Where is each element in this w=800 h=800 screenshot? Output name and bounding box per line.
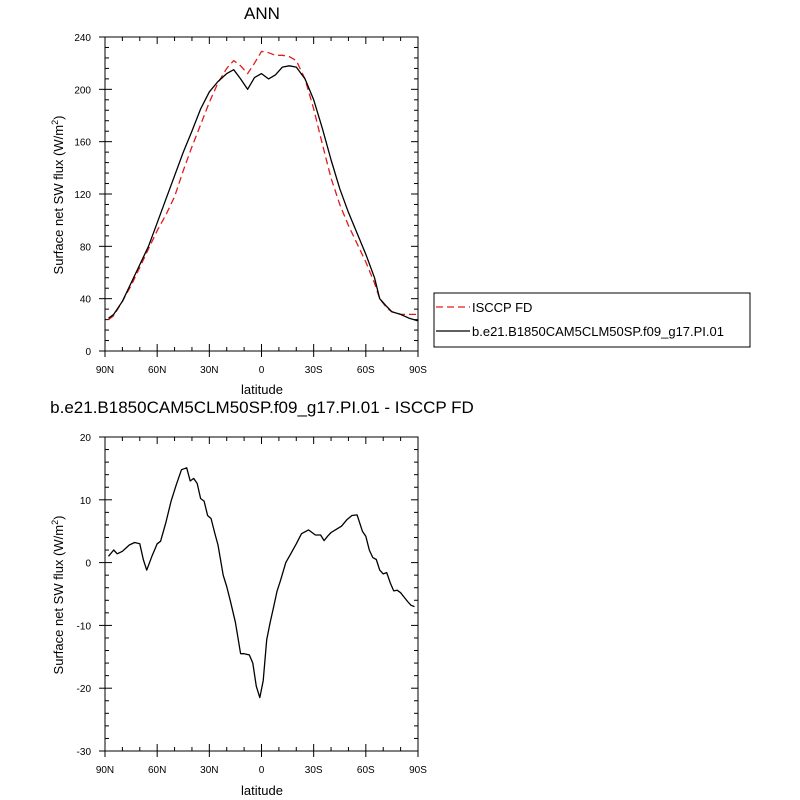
top-tick-labels: 90N 60N 30N 0 30S 60S 90S 0 40 80 120 160 200 240 — [74, 33, 427, 376]
x-tick-label: 60S — [357, 365, 375, 376]
x-tick-label: 90N — [96, 765, 114, 776]
y-tick-label: -10 — [77, 621, 92, 632]
y-tick-label: 0 — [85, 347, 91, 358]
x-tick-label: 90S — [409, 365, 427, 376]
y-tick-label: 40 — [80, 295, 92, 306]
x-tick-label: 0 — [259, 365, 265, 376]
panel-top: ANN 90N 60N 30N 0 30S 60S 90S 0 40 80 120 160 200 240… — [50, 4, 751, 397]
top-y-axis-label-end: ) — [51, 116, 66, 120]
bottom-tick-labels: 90N 60N 30N 0 30S 60S 90S -30 -20 -10 0 10 20 — [77, 433, 428, 776]
top-plot-frame — [104, 36, 419, 352]
legend-label-isccp: ISCCP FD — [472, 300, 532, 315]
y-tick-label: 240 — [74, 33, 91, 44]
series-line-bot-0 — [107, 467, 415, 699]
bottom-y-axis-label-main: Surface net SW flux (W/m — [51, 525, 66, 675]
x-tick-label: 60S — [357, 765, 375, 776]
top-ticks — [99, 36, 419, 357]
bottom-y-axis-label-end: ) — [51, 516, 66, 520]
x-tick-label: 60N — [148, 365, 166, 376]
x-tick-label: 30S — [305, 365, 323, 376]
top-y-axis-label: Surface net SW flux (W/m2) — [50, 116, 66, 275]
legend: ISCCP FD b.e21.B1850CAM5CLM50SP.f09_g17.… — [433, 292, 751, 348]
series-line-top-1 — [108, 65, 419, 322]
series-line-top-0 — [108, 50, 418, 321]
x-tick-label: 30N — [200, 365, 218, 376]
chart-title-bottom: b.e21.B1850CAM5CLM50SP.f09_g17.PI.01 - I… — [50, 398, 474, 417]
y-tick-label: 10 — [80, 496, 92, 507]
y-tick-label: 80 — [80, 242, 92, 253]
x-tick-label: 0 — [259, 765, 265, 776]
legend-label-model: b.e21.B1850CAM5CLM50SP.f09_g17.PI.01 — [472, 324, 724, 339]
top-y-axis-label-main: Surface net SW flux (W/m — [51, 125, 66, 275]
y-tick-label: 20 — [80, 433, 92, 444]
panel-bottom: b.e21.B1850CAM5CLM50SP.f09_g17.PI.01 - I… — [50, 398, 474, 798]
y-tick-label: 0 — [85, 559, 91, 570]
top-y-axis-label-sup: 2 — [50, 120, 60, 125]
bottom-ticks — [99, 436, 419, 757]
top-x-axis-label: latitude — [241, 382, 283, 397]
y-tick-label: -20 — [77, 684, 92, 695]
bottom-x-axis-label: latitude — [241, 783, 283, 798]
y-tick-label: 120 — [74, 190, 91, 201]
bottom-plot-frame — [104, 436, 419, 752]
x-tick-label: 90N — [96, 365, 114, 376]
y-tick-label: 160 — [74, 138, 91, 149]
top-series-lines — [108, 50, 419, 322]
x-tick-label: 30S — [305, 765, 323, 776]
y-tick-label: -30 — [77, 747, 92, 758]
x-tick-label: 60N — [148, 765, 166, 776]
chart-title-top: ANN — [244, 4, 280, 23]
bottom-y-axis-label: Surface net SW flux (W/m2) — [50, 516, 66, 675]
bottom-y-axis-label-sup: 2 — [50, 520, 60, 525]
x-tick-label: 30N — [200, 765, 218, 776]
bottom-series-lines — [107, 467, 415, 699]
y-tick-label: 200 — [74, 85, 91, 96]
x-tick-label: 90S — [409, 765, 427, 776]
legend-box — [433, 292, 751, 348]
